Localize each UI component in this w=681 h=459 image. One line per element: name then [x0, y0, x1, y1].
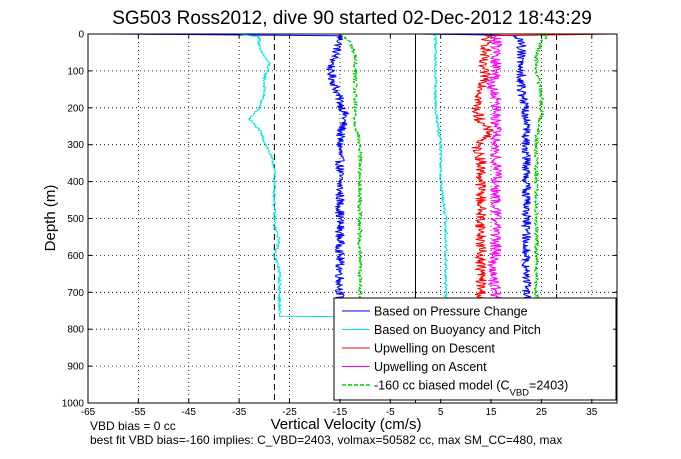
- y-tick-label: 0: [78, 30, 84, 41]
- x-tick-label: 15: [485, 407, 497, 418]
- chart-title: SG503 Ross2012, dive 90 started 02-Dec-2…: [112, 8, 592, 29]
- x-tick-label: -35: [232, 407, 247, 418]
- x-axis-label: Vertical Velocity (cm/s): [271, 416, 422, 433]
- y-tick-label: 800: [67, 325, 84, 336]
- y-tick-label: 100: [67, 66, 84, 77]
- legend-box: [333, 297, 617, 401]
- y-tick-label: 400: [67, 177, 84, 188]
- x-tick-label: -65: [81, 407, 96, 418]
- x-tick-label: 5: [438, 407, 444, 418]
- x-tick-label: 25: [536, 407, 548, 418]
- y-axis-label: Depth (m): [42, 185, 59, 252]
- legend: Based on Pressure Change Based on Buoyanc…: [333, 297, 617, 401]
- y-tick-label: 500: [67, 214, 84, 225]
- legend-label: Based on Pressure Change: [374, 305, 528, 319]
- best-fit-note: best fit VBD bias=-160 implies: C_VBD=24…: [90, 433, 563, 447]
- vbd-bias-note: VBD bias = 0 cc: [90, 419, 176, 433]
- y-tick-label: 600: [67, 251, 84, 262]
- legend-label: Upwelling on Descent: [374, 342, 495, 356]
- y-tick-label: 900: [67, 362, 84, 373]
- y-tick-label: 1000: [62, 399, 85, 410]
- legend-label: Upwelling on Ascent: [374, 360, 487, 374]
- legend-label: Based on Buoyancy and Pitch: [374, 323, 541, 337]
- grid-layer: [88, 34, 617, 403]
- x-tick-label: -55: [131, 407, 146, 418]
- x-tick-label: -45: [182, 407, 197, 418]
- y-tick-label: 300: [67, 140, 84, 151]
- series-line: [486, 35, 503, 315]
- series-line: [415, 33, 618, 315]
- x-tick-label: 35: [586, 407, 598, 418]
- axis-ticks: -65 -55 -45 -35 -25 -15 -5 5 15 25 350100200300400…: [62, 30, 617, 418]
- x-tick-label: -15: [333, 407, 348, 418]
- x-tick-label: -5: [386, 407, 395, 418]
- x-tick-label: -25: [282, 407, 297, 418]
- y-tick-label: 200: [67, 103, 84, 114]
- y-tick-label: 700: [67, 288, 84, 299]
